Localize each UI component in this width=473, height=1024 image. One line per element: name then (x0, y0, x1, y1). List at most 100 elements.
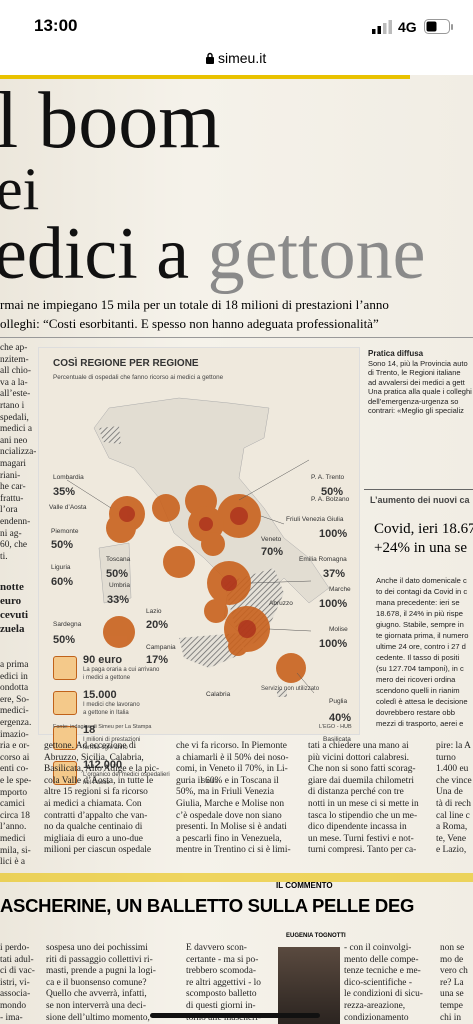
stat-text: I milioni di prestazioni (83, 737, 141, 743)
newspaper: l boom ei edici a gettone rmai ne impieg… (0, 75, 473, 1024)
text-line: dovrebbero restare obb (376, 708, 455, 717)
text-line: Una de (436, 787, 463, 798)
stat-value: 18 (83, 724, 96, 736)
text-line: all’este- (0, 389, 31, 400)
region-value: 50% (53, 634, 76, 646)
stat-value: 15.000 (83, 689, 117, 701)
region-name: Marche (329, 586, 351, 593)
text-line: l’anno. (0, 822, 27, 833)
commentary-column: È davvero scon-certante - ma si po-trebb… (186, 943, 272, 1024)
text-line: mo de (440, 954, 464, 965)
text-line: ncializza- (0, 447, 36, 458)
text-line: un mese. Turni festivi e not- (308, 833, 414, 844)
text-line: Una pratica alla quale i colleghi (368, 387, 472, 397)
text-line: migliaia di euro a uno-due (44, 833, 143, 844)
article-column: che vi fa ricorso. In Piemonte a chiamarl… (176, 741, 304, 857)
network: 4G (398, 19, 417, 35)
text-line: 18.678, il 24% in più rispe (376, 609, 463, 618)
text-line: 1.400 eu (436, 764, 469, 775)
region-name: Sardegna (53, 621, 82, 628)
home-indicator (150, 1013, 320, 1018)
text-line: cevuti (0, 609, 29, 621)
text-line: istri, vi- (0, 977, 30, 988)
text-line: medici (0, 833, 26, 844)
text-line: circa 18 (0, 810, 30, 821)
commentary-headline: ASCHERINE, UN BALLETTO SULLA PELLE DEG (0, 895, 415, 916)
text-line: trebbero scomoda- (186, 966, 257, 977)
text-line: Anche il dato domenicale c (376, 576, 467, 585)
text-line: Abruzzo, Sicilia, Calabria, (44, 752, 144, 763)
sidebar-title: Pratica diffusa (368, 349, 424, 358)
infographic-subtitle: Percentuale di ospedali che fanno ricors… (53, 374, 224, 381)
text-line: le condizioni di sicu- (344, 989, 423, 1000)
region-value: 33% (107, 594, 130, 606)
text-line: ani neo (0, 435, 28, 446)
text-line: tempe (440, 1000, 463, 1011)
text-line: imazio- (0, 729, 29, 740)
text-line: mana precedente: ieri se (376, 598, 460, 607)
stat-text: La paga oraria a cui arrivano (83, 667, 160, 673)
text-line: frattu- (0, 493, 24, 504)
text-line: te giornata prima, il numero (376, 631, 469, 640)
region-name: Umbria (109, 582, 130, 589)
text-line: a prima (0, 660, 29, 670)
region-name: Sicilia (201, 778, 218, 785)
time: 13:00 (34, 16, 78, 35)
map (66, 397, 330, 697)
text-line: una se (440, 989, 464, 1000)
text-line: lici è a (0, 857, 25, 868)
commentary-column: i perdo-tati adul-ci di vac-istri, vi-as… (0, 943, 40, 1024)
text-line: - con il coinvolgi- (344, 943, 412, 953)
text-line: mondo (0, 1000, 27, 1011)
text-line: to dei contagi da Covid in c (376, 587, 468, 596)
text-line: guria il 60% e in Toscana il (176, 775, 279, 786)
text-line: ca e il buonsenso comune? (46, 977, 147, 988)
url[interactable]: simeu.it (218, 50, 267, 66)
region-value: 20% (146, 619, 169, 631)
region-value: 50% (106, 568, 129, 580)
region-name: Veneto (261, 536, 282, 543)
commentary-column: sospesa uno dei pochissimi riti di passag… (46, 943, 174, 1024)
rule (0, 337, 473, 338)
text-line: turni compresi. Tanto per ca- (308, 845, 417, 856)
stat-value: 112.000 (83, 759, 123, 771)
sidebar-text: Sono 14, più la Provincia auto di Trento,… (368, 359, 473, 415)
text-line: se non interverrà una deci- (46, 1000, 146, 1011)
text-line: mila, si- (0, 845, 31, 856)
region-value: 40% (329, 712, 352, 724)
region-value: 50% (51, 539, 74, 551)
region-name: Liguria (51, 564, 71, 571)
stat-text: i medici a gettone (83, 675, 131, 681)
region-value: 35% (53, 486, 76, 498)
accent-line (0, 75, 410, 79)
text-line: endenn- (0, 516, 31, 527)
infographic-title: COSÌ REGIONE PER REGIONE (53, 358, 199, 369)
text-line: he car- (0, 482, 26, 493)
text-line: condizionamento (344, 1012, 409, 1023)
text-line: scomposto balletto (186, 989, 257, 1000)
text-line: ti. (0, 551, 8, 562)
region-value: 70% (261, 546, 284, 558)
text-line: ere, So- (0, 694, 30, 705)
text-line: mentre in Trentino ci si è limi- (176, 845, 291, 856)
section-label: IL COMMENTO (276, 881, 333, 890)
left-column: a prima edici in ondotta ere, So-medici-erg… (0, 660, 36, 869)
text-line: Sono 14, più la Provincia auto (368, 359, 468, 368)
text-line: a chiamarli è il 50% dei noso- (176, 752, 289, 763)
region-value: 60% (51, 576, 74, 588)
subheadline: olleghi: “Costi esorbitanti. E spesso no… (0, 316, 379, 331)
author: EUGENIA TOGNOTTI (286, 933, 346, 939)
region-name: Abruzzo (269, 600, 293, 607)
text-line: giare dai duemila chilometri (308, 775, 414, 786)
text-line: re altri aggettivi - lo (186, 977, 261, 988)
text-line: tasca lo stipendio che un me- (308, 810, 418, 821)
infographic: COSÌ REGIONE PER REGIONE Percentuale di … (38, 347, 360, 786)
text-line: vero ch (440, 966, 468, 977)
text-line: rezza-areazione, (344, 1000, 406, 1011)
credit: L’EGO - HUB (319, 724, 352, 730)
text-line: all chio- (0, 366, 31, 377)
text-line: ci di vac- (0, 966, 35, 977)
region-name: Puglia (329, 698, 348, 705)
text-line: e Lazio, (436, 845, 467, 856)
text-line: nzitem- (0, 354, 29, 365)
